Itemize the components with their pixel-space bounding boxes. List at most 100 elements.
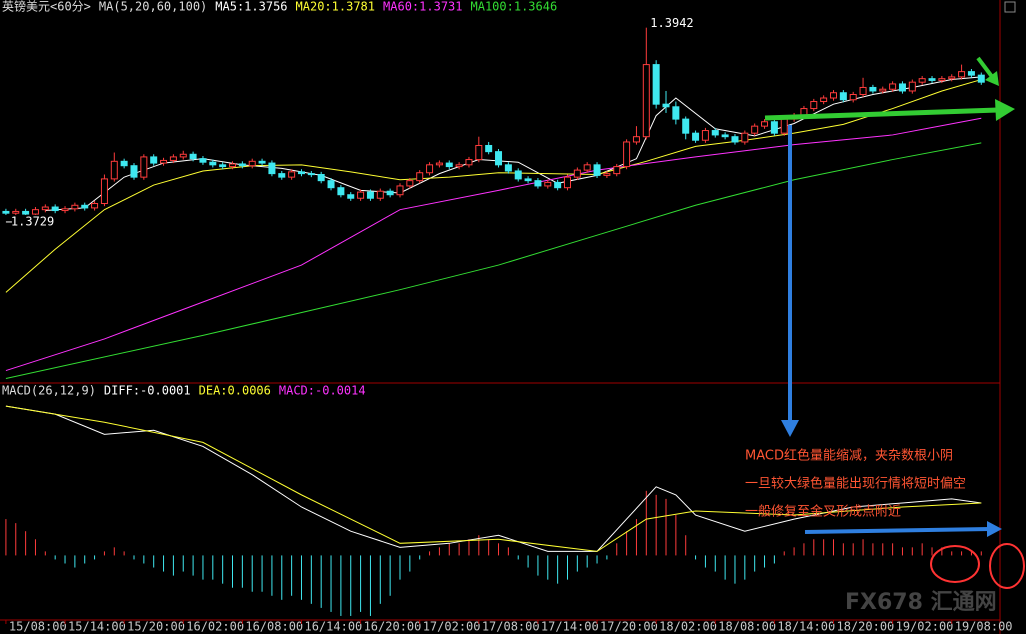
x-tick-label: 15/14:00 <box>68 620 126 634</box>
candle-body <box>879 88 887 92</box>
legend-text: MA5:1.3756 <box>215 0 287 14</box>
candle-body <box>495 151 503 166</box>
arrow-head <box>987 521 1002 537</box>
candle-body <box>376 190 384 199</box>
annotation: 一般修复至金叉形成点附近 <box>745 504 901 520</box>
candle-body <box>357 191 365 199</box>
candle-body <box>130 165 138 178</box>
candle-body <box>268 162 276 175</box>
candle-body <box>110 160 118 180</box>
x-tick-label: 18/02:00 <box>659 620 717 634</box>
candle-body <box>524 178 532 182</box>
overlay-arrows <box>764 56 1025 589</box>
candle-body <box>534 180 542 187</box>
candle-body <box>839 92 847 101</box>
candle-body <box>938 78 946 81</box>
candle-body <box>317 174 325 182</box>
candle-body <box>455 164 463 168</box>
candle-body <box>908 81 916 92</box>
candle-body <box>12 210 20 214</box>
x-tick-label: 15/08:00 <box>9 620 67 634</box>
candle-body <box>120 160 128 167</box>
legend-text: DEA:0.0006 <box>199 384 271 398</box>
candle-body <box>711 130 719 136</box>
candle-body <box>297 171 305 175</box>
candle-body <box>278 173 286 178</box>
candle-body <box>849 93 857 101</box>
indicator-line <box>45 76 982 212</box>
legend-text: 英镑美元<60分> <box>2 0 91 14</box>
watermark: FX678 汇通网 <box>845 590 997 615</box>
candle-body <box>810 101 818 110</box>
x-tick-label: 18/14:00 <box>777 620 835 634</box>
candle-body <box>958 71 966 78</box>
candle-body <box>672 106 680 120</box>
indicator-line <box>5 405 982 552</box>
candle-body <box>81 204 89 209</box>
candle-body <box>701 130 709 141</box>
candle-body <box>140 156 148 178</box>
plot-area: 15/08:00 15/14:00 15/20:00 16/02:00 16/08:00… <box>2 16 1013 634</box>
arrow-head <box>781 420 799 437</box>
candle-body <box>554 181 562 189</box>
candle-body <box>150 156 158 164</box>
arrow-head <box>985 71 999 86</box>
candle-body <box>829 92 837 99</box>
legend-text: MACD(26,12,9) <box>2 384 96 398</box>
x-tick-label: 18/08:00 <box>718 620 776 634</box>
candle-body <box>544 181 552 187</box>
candle-body <box>91 203 99 209</box>
x-tick-label: 16/08:00 <box>245 620 303 634</box>
candle-body <box>307 173 315 176</box>
candle-body <box>41 206 49 211</box>
candle-body <box>741 132 749 143</box>
candle-body <box>396 185 404 196</box>
candle-body <box>445 162 453 168</box>
annotation: MACD红色量能缩减，夹杂数根小阴 <box>745 448 953 464</box>
candle-body <box>2 210 10 214</box>
high-label: 1.3942 <box>650 16 693 30</box>
candle-body <box>898 83 906 92</box>
x-tick-label: 19/02:00 <box>896 620 954 634</box>
candle-body <box>593 164 601 176</box>
candle-body <box>51 206 59 212</box>
candle-body <box>169 156 177 161</box>
candle-body <box>327 180 335 189</box>
candle-body <box>721 134 729 138</box>
candle-body <box>918 78 926 83</box>
x-tick-label: 16/20:00 <box>364 620 422 634</box>
candle-body <box>229 163 237 168</box>
candle-body <box>100 178 108 205</box>
candle-body <box>465 159 473 166</box>
indicator-line <box>5 142 982 379</box>
candle-body <box>977 74 985 83</box>
legend-text: MA20:1.3781 <box>296 0 375 14</box>
candle-body <box>219 164 227 168</box>
x-tick-label: 16/02:00 <box>186 620 244 634</box>
candle-body <box>475 144 483 161</box>
candle-body <box>613 166 621 175</box>
candle-body <box>209 161 217 166</box>
legend-text: MA100:1.3646 <box>471 0 558 14</box>
candle-body <box>780 118 788 134</box>
candle-body <box>563 176 571 189</box>
candle-body <box>31 209 39 215</box>
candle-body <box>248 160 256 167</box>
x-tick-label: 17/14:00 <box>541 620 599 634</box>
candle-body <box>869 86 877 92</box>
candle-body <box>632 136 640 143</box>
candle-body <box>435 162 443 166</box>
candle-body <box>770 121 778 134</box>
legend-text: DIFF:-0.0001 <box>104 384 191 398</box>
arrow-head <box>995 99 1015 121</box>
candle-body <box>22 210 30 215</box>
legend-text: MA60:1.3731 <box>383 0 462 14</box>
candle-body <box>682 118 690 134</box>
candle-body <box>189 153 197 160</box>
highlight-circle <box>989 543 1025 589</box>
window-icon[interactable] <box>1004 1 1016 13</box>
candle-body <box>426 164 434 174</box>
legend-text: MACD:-0.0014 <box>279 384 366 398</box>
